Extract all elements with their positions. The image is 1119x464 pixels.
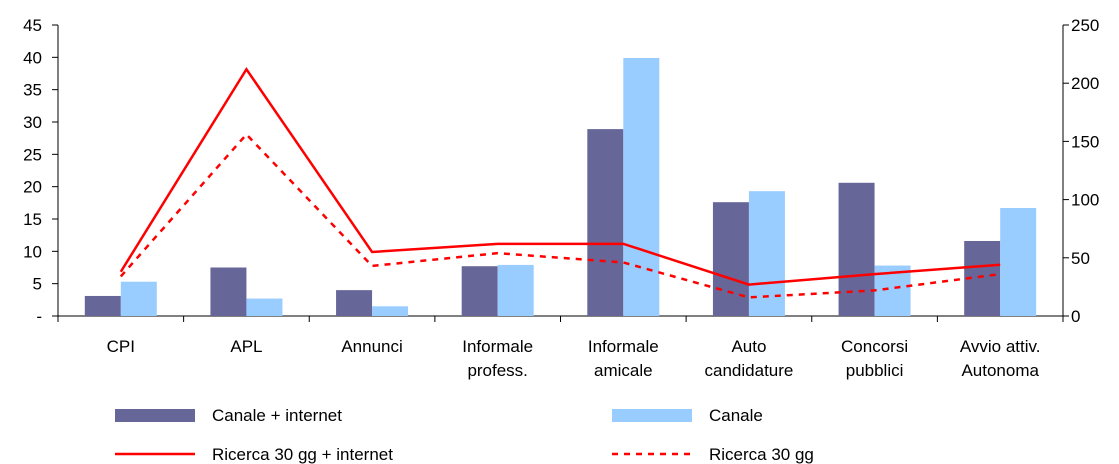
category-label: Concorsi xyxy=(841,337,908,356)
category-label: APL xyxy=(230,337,262,356)
bar-canale-internet xyxy=(210,267,247,316)
category-label: Informale xyxy=(462,337,533,356)
bar-canale-internet xyxy=(712,202,749,316)
bar-canale-internet xyxy=(84,295,121,316)
category-label: pubblici xyxy=(846,361,904,380)
legend-label-ricerca-30-gg: Ricerca 30 gg xyxy=(709,445,814,464)
bar-canale xyxy=(372,306,409,316)
legend-swatch-canale-internet xyxy=(115,409,195,422)
bar-canale xyxy=(246,298,283,316)
bar-canale-internet xyxy=(336,290,373,316)
y-right-tick-label: 250 xyxy=(1071,16,1099,35)
y-left-tick-label: 25 xyxy=(23,145,42,164)
category-label: Avvio attiv. xyxy=(960,337,1041,356)
category-label: amicale xyxy=(594,361,653,380)
line-ricerca-30-gg xyxy=(119,132,1001,299)
y-left-tick-label: 10 xyxy=(23,242,42,261)
category-label: Auto xyxy=(731,337,766,356)
y-right-tick-label: 200 xyxy=(1071,74,1099,93)
category-label: candidature xyxy=(705,361,794,380)
category-label: Informale xyxy=(588,337,659,356)
bar-canale xyxy=(497,264,534,316)
legend-label-canale: Canale xyxy=(709,406,763,425)
category-label: Annunci xyxy=(341,337,402,356)
bar-canale xyxy=(623,57,660,316)
y-left-tick-label: 5 xyxy=(33,275,42,294)
y-left-tick-label: 45 xyxy=(23,16,42,35)
category-label: CPI xyxy=(107,337,135,356)
bar-canale xyxy=(1000,208,1037,316)
bar-canale-internet xyxy=(838,182,875,316)
bar-canale-internet xyxy=(461,266,498,316)
y-left-tick-label: 20 xyxy=(23,178,42,197)
y-left-tick-label: 35 xyxy=(23,81,42,100)
y-left-tick-label: 40 xyxy=(23,48,42,67)
bar-canale xyxy=(120,281,157,316)
y-left-tick-label: - xyxy=(36,307,42,326)
bar-canale-internet xyxy=(587,129,624,316)
y-right-tick-label: 50 xyxy=(1071,249,1090,268)
y-right-tick-label: 0 xyxy=(1071,307,1080,326)
legend-swatch-canale xyxy=(612,409,692,422)
line-ricerca-30-gg-internet xyxy=(119,66,1001,286)
category-label: profess. xyxy=(467,361,527,380)
legend-label-canale-internet: Canale + internet xyxy=(212,406,342,425)
y-right-tick-label: 150 xyxy=(1071,132,1099,151)
y-left-tick-label: 30 xyxy=(23,113,42,132)
y-left-tick-label: 15 xyxy=(23,210,42,229)
legend-label-ricerca-30-gg-internet: Ricerca 30 gg + internet xyxy=(212,445,393,464)
y-right-tick-label: 100 xyxy=(1071,191,1099,210)
category-label: Autonoma xyxy=(961,361,1039,380)
